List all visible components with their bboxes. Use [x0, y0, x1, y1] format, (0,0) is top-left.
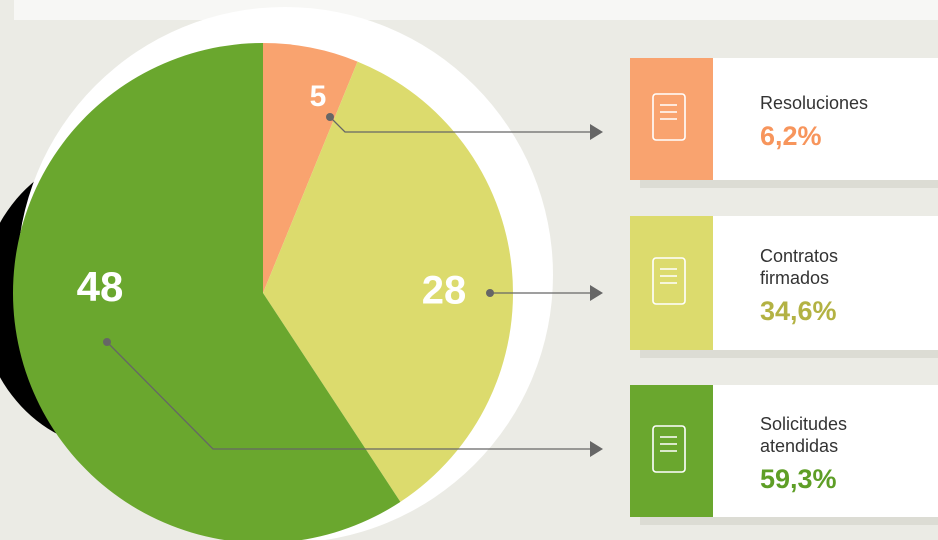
- connector-dot: [486, 289, 494, 297]
- card-shadow: [640, 180, 938, 188]
- legend-value: 34,6%: [760, 296, 837, 326]
- background-mask: [0, 0, 14, 145]
- slice-label: 28: [422, 269, 467, 313]
- top-strip: [0, 0, 938, 20]
- pie-slice: [263, 43, 358, 293]
- card-icon: [652, 257, 686, 305]
- background-mask: [0, 440, 14, 540]
- card-body: [713, 385, 938, 517]
- category-label: Resoluciones: [760, 93, 868, 113]
- category-label: Solicitudes atendidas: [760, 414, 847, 456]
- slice-label: 5: [310, 80, 327, 113]
- card-shadow: [640, 517, 938, 525]
- pie: [13, 43, 513, 540]
- connector-dot: [103, 338, 111, 346]
- card-icon: [652, 93, 686, 141]
- card-shadow: [640, 350, 938, 358]
- arrow-head: [590, 124, 603, 140]
- card-body: [713, 58, 938, 180]
- connector-dot: [326, 113, 334, 121]
- connector: [329, 116, 592, 133]
- arrow-head: [590, 285, 603, 301]
- arrow-head: [590, 441, 603, 457]
- category-label: Contratos firmados: [760, 246, 838, 288]
- pie-slice: [13, 43, 401, 540]
- annotations: 5 Resoluciones 6,2% 28 Contratos firmados 34,6…: [77, 58, 938, 525]
- connector: [106, 341, 592, 450]
- legend-value: 6,2%: [760, 121, 822, 151]
- slice-label: 48: [77, 263, 124, 310]
- card-icon: [652, 425, 686, 473]
- card-body: [713, 216, 938, 350]
- legend-value: 59,3%: [760, 464, 837, 494]
- pie-slice: [263, 61, 513, 502]
